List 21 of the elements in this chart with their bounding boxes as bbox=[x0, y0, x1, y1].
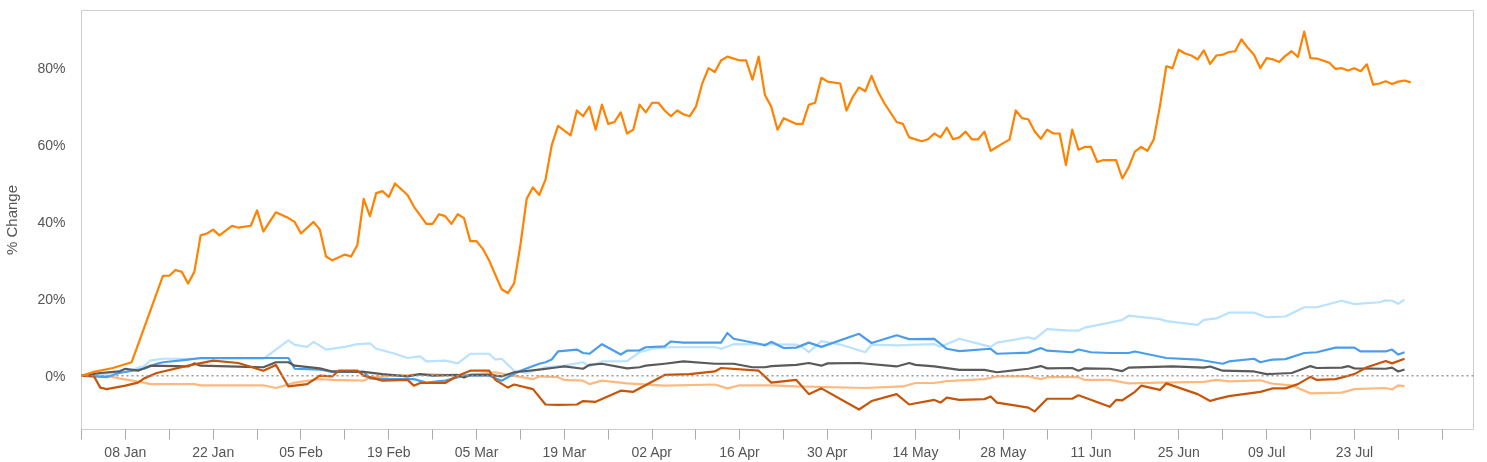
x-tick-label: 05 Mar bbox=[454, 443, 499, 460]
x-tick-label: 05 Feb bbox=[279, 443, 323, 460]
y-tick-label: 40% bbox=[37, 213, 66, 230]
x-tick-label: 28 May bbox=[980, 443, 1027, 460]
x-tick-label: 25 Jun bbox=[1157, 443, 1200, 460]
y-axis-title: % Change bbox=[3, 184, 21, 256]
y-tick-label: 60% bbox=[37, 137, 66, 154]
x-tick-label: 11 Jun bbox=[1070, 443, 1112, 460]
x-tick-label: 23 Jul bbox=[1335, 443, 1374, 460]
x-tick-label: 08 Jan bbox=[104, 443, 147, 460]
x-tick-label: 09 Jul bbox=[1247, 443, 1286, 460]
x-tick-label: 14 May bbox=[892, 443, 939, 460]
y-tick-label: 0% bbox=[45, 367, 66, 384]
y-tick-label: 20% bbox=[37, 290, 66, 307]
y-tick-label: 80% bbox=[37, 60, 66, 77]
x-tick-label: 02 Apr bbox=[631, 443, 673, 460]
x-tick-label: 30 Apr bbox=[807, 443, 848, 460]
x-tick-label: 19 Mar bbox=[542, 443, 587, 460]
x-tick-label: 22 Jan bbox=[192, 443, 235, 460]
x-tick-label: 16 Apr bbox=[719, 443, 761, 460]
x-tick-label: 19 Feb bbox=[366, 443, 411, 460]
